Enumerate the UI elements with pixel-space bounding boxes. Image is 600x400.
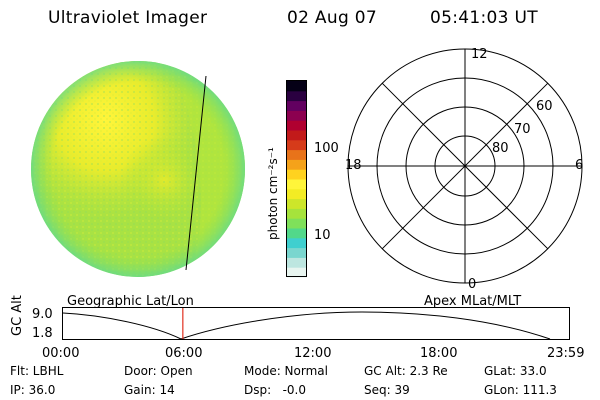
colorbar-segment — [287, 228, 307, 239]
instrument-title: Ultraviolet Imager — [48, 8, 208, 28]
filter-info: Flt: LBHL — [10, 364, 64, 378]
altitude-timeline — [62, 307, 570, 340]
colorbar-segment — [287, 81, 307, 92]
y-axis-min: 1.8 — [32, 326, 53, 341]
colorbar-segment — [287, 208, 307, 219]
color-scale-bar — [286, 80, 307, 278]
colorbar-segment — [287, 100, 307, 111]
colorbar-segment — [287, 179, 307, 190]
glat-info: GLat: 33.0 — [484, 364, 547, 378]
colorbar-segment — [287, 257, 307, 268]
terminator-line — [185, 75, 207, 271]
door-info: Door: Open — [124, 364, 193, 378]
glon-info: GLon: 111.3 — [484, 383, 557, 397]
colorbar-segment — [287, 110, 307, 121]
polar-ring-60: 60 — [536, 99, 553, 114]
geographic-caption: Geographic Lat/Lon — [67, 294, 194, 309]
y-axis-max: 9.0 — [32, 307, 53, 322]
polar-label-bottom: 0 — [468, 277, 476, 292]
apex-caption: Apex MLat/MLT — [424, 294, 522, 309]
gc-alt-axis-label: GC Alt — [10, 295, 25, 336]
observation-date: 02 Aug 07 — [287, 8, 377, 28]
colorbar-segment — [287, 198, 307, 209]
colorbar-segment — [287, 169, 307, 180]
colorbar-segment — [287, 267, 307, 278]
colorbar-segment — [287, 120, 307, 131]
polar-label-left: 18 — [345, 158, 362, 173]
colorbar-segment — [287, 149, 307, 160]
polar-label-top: 12 — [471, 47, 488, 62]
colorbar-segment — [287, 139, 307, 151]
colorbar-tick-100: 100 — [314, 141, 339, 156]
gc-alt-info: GC Alt: 2.3 Re — [364, 364, 448, 378]
seq-info: Seq: 39 — [364, 383, 410, 397]
observation-time: 05:41:03 UT — [430, 8, 538, 28]
x-tick-0000: 00:00 — [42, 346, 80, 361]
colorbar-segment — [287, 130, 307, 141]
polar-ring-80: 80 — [492, 141, 509, 156]
uv-disk-image — [31, 61, 245, 277]
dsp-info: Dsp: -0.0 — [244, 383, 307, 397]
colorbar-label: photon cm⁻²s⁻¹ — [266, 147, 280, 240]
ip-info: IP: 36.0 — [10, 383, 56, 397]
polar-ring-70: 70 — [514, 122, 531, 137]
x-tick-0600: 06:00 — [165, 346, 203, 361]
colorbar-segment — [287, 247, 307, 258]
polar-label-right: 6 — [575, 158, 583, 173]
colorbar-segment — [287, 90, 307, 102]
gain-info: Gain: 14 — [124, 383, 175, 397]
polar-grid: 12 0 18 6 60 70 80 — [345, 47, 583, 292]
x-tick-1800: 18:00 — [420, 346, 458, 361]
colorbar-segment — [287, 237, 307, 249]
x-tick-1200: 12:00 — [294, 346, 332, 361]
colorbar-segment — [287, 188, 307, 200]
mode-info: Mode: Normal — [244, 364, 328, 378]
altitude-curve — [62, 311, 551, 340]
x-tick-2359: 23:59 — [547, 346, 585, 361]
colorbar-tick-10: 10 — [314, 228, 331, 243]
colorbar-segment — [287, 159, 307, 170]
colorbar-segment — [287, 218, 307, 229]
